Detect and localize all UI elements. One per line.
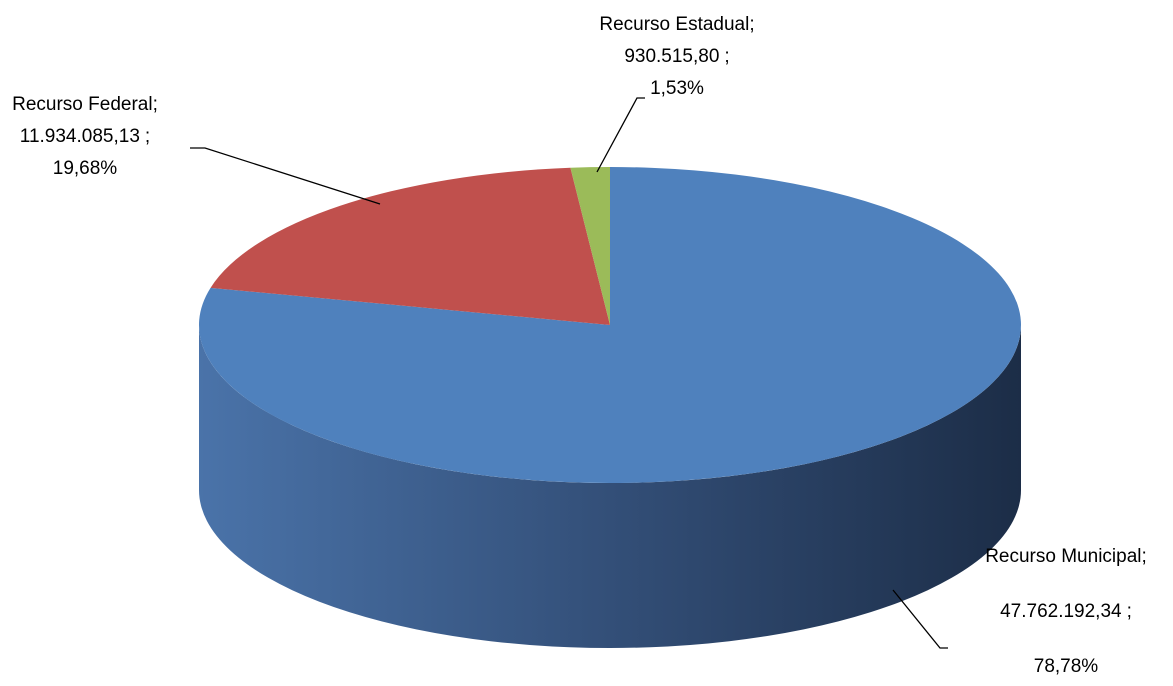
- separator: ;: [724, 46, 729, 67]
- data-label: 47.762.192,34;: [1000, 601, 1132, 622]
- percent-label: 78,78%: [1034, 656, 1099, 677]
- data-label: Recurso Federal;: [12, 94, 158, 115]
- pie-slice: [210, 167, 611, 325]
- data-label: 930.515,80;: [624, 46, 729, 67]
- pie-slice: [199, 167, 1022, 483]
- separator: ;: [1127, 601, 1132, 622]
- percent-label: 19,68%: [53, 158, 118, 179]
- data-label: Recurso Municipal;: [985, 546, 1147, 567]
- separator: ;: [749, 14, 754, 35]
- separator: ;: [145, 126, 150, 147]
- data-label: 11.934.085,13;: [20, 126, 150, 147]
- category-name: Recurso Municipal: [985, 546, 1141, 567]
- pie-slice: [570, 167, 610, 325]
- category-name: Recurso Estadual: [599, 14, 749, 35]
- value-label: 11.934.085,13: [20, 126, 140, 147]
- leader-line: [892, 589, 948, 649]
- leader-line: [190, 147, 381, 205]
- leader-line: [596, 97, 645, 173]
- separator: ;: [1142, 546, 1147, 567]
- pie-side: [199, 325, 1021, 648]
- data-label: Recurso Estadual;: [599, 14, 754, 35]
- percent-label: 1,53%: [650, 78, 704, 99]
- value-label: 47.762.192,34: [1000, 601, 1122, 622]
- separator: ;: [153, 94, 158, 115]
- category-name: Recurso Federal: [12, 94, 152, 115]
- value-label: 930.515,80: [624, 46, 719, 67]
